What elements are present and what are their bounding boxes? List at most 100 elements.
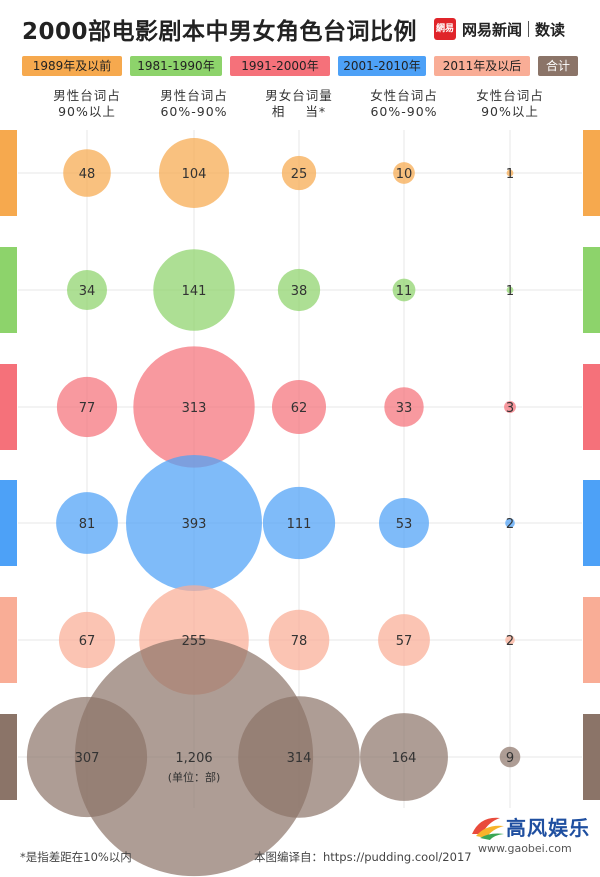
bubble-value-label: 25 (291, 167, 308, 182)
bubble (56, 492, 118, 554)
bubble-value-label: 2 (506, 634, 514, 649)
bubble-value-label: 11 (396, 284, 413, 299)
bubble-value-label: 34 (79, 284, 96, 299)
bubble (159, 138, 229, 208)
netease-logo-icon: 網易 (434, 18, 456, 40)
watermark-url: www.gaobei.com (478, 842, 572, 855)
column-header-female-90: 女性台词占 90%以上 (455, 88, 565, 120)
bubble-value-label: 77 (79, 401, 96, 416)
bubble-value-label: 307 (75, 751, 100, 766)
bubble-value-label: 164 (392, 751, 417, 766)
legend-item-2001-2010: 2001-2010年 (338, 56, 426, 76)
bubble-value-label: 33 (396, 401, 413, 416)
row-color-bar-left (0, 130, 17, 216)
column-header-line1: 女性台词占 (370, 88, 438, 103)
bubble-value-label: 314 (287, 751, 312, 766)
bubble-value-label: 255 (182, 634, 207, 649)
row-color-bar-left (0, 364, 17, 450)
bubble (58, 611, 116, 669)
column-header-male-60-90: 男性台词占 60%-90% (139, 88, 249, 120)
bubble-value-label: 393 (182, 517, 207, 532)
bubble (126, 455, 262, 591)
bubble-value-label: 141 (182, 284, 207, 299)
bubble (133, 346, 255, 468)
row-color-bar-left (0, 480, 17, 566)
bubble (63, 149, 111, 197)
unit-note: (单位：部) (168, 770, 221, 784)
bubbles (26, 138, 521, 877)
bubble-value-label: 9 (506, 751, 514, 766)
bubble (268, 609, 330, 671)
bubble-value-label: 57 (396, 634, 413, 649)
bubble-value-label: 10 (396, 167, 413, 182)
column-header-female-60-90: 女性台词占 60%-90% (349, 88, 459, 120)
brand-subtitle: 数读 (535, 20, 566, 39)
row-color-bar-right (583, 247, 600, 333)
brand-divider (528, 21, 530, 37)
bubble (153, 249, 235, 331)
bubble-labels: 48 104 25 10 134 141 38 11 177 313 62 33 381 393 111 53… (75, 167, 515, 784)
bubble (384, 387, 424, 427)
bubble (74, 637, 314, 877)
chart-title: 2000部电影剧本中男女角色台词比例 (22, 19, 418, 45)
column-header-line2: 90%以上 (58, 104, 116, 119)
legend-item-1991-2000: 1991-2000年 (230, 56, 330, 76)
bubble-value-label: 2 (506, 517, 514, 532)
column-header-line2: 60%-90% (160, 104, 228, 119)
bubble (506, 286, 514, 294)
column-header-line1: 男女台词量 (265, 88, 333, 103)
bubble (504, 401, 516, 413)
column-header-line1: 女性台词占 (476, 88, 544, 103)
bubble (238, 696, 360, 818)
bubble (392, 278, 416, 302)
bubble (56, 376, 118, 438)
row-color-bar-right (583, 714, 600, 800)
bubble (277, 268, 321, 312)
watermark-title: 高风娱乐 (506, 816, 590, 840)
row-color-bar-right (583, 480, 600, 566)
watermark-logo-icon (472, 817, 504, 840)
bubble-value-label: 1,206 (175, 751, 212, 766)
bubble-value-label: 111 (287, 517, 312, 532)
source-note: 本图编译自：https://pudding.cool/2017 (254, 850, 472, 864)
column-header-line2: 90%以上 (481, 104, 539, 119)
row-color-bar-left (0, 247, 17, 333)
bubble-value-label: 48 (79, 167, 96, 182)
bubble-value-label: 1 (506, 167, 514, 182)
row-color-bar-right (583, 364, 600, 450)
bubble (262, 486, 336, 560)
bubble-value-label: 62 (291, 401, 308, 416)
legend-item-total: 合计 (538, 56, 578, 76)
bubble (379, 498, 429, 548)
row-color-bar-right (583, 597, 600, 683)
legend-item-1981-1990: 1981-1990年 (130, 56, 222, 76)
row-color-bar-right (583, 130, 600, 216)
brand-name: 网易新闻 (462, 20, 523, 39)
row-color-bar-left (0, 597, 17, 683)
column-header-line1: 男性台词占 (160, 88, 228, 103)
bubble (271, 379, 327, 435)
brand: 網易 网易新闻 数读 (434, 18, 565, 40)
legend-item-2011: 2011年及以后 (434, 56, 530, 76)
bubble (505, 518, 515, 528)
legend-item-1989: 1989年及以前 (22, 56, 122, 76)
bubble-value-label: 313 (182, 401, 207, 416)
row-color-bar-left (0, 714, 17, 800)
bubble-value-label: 81 (79, 517, 96, 532)
bubble-value-label: 3 (506, 401, 514, 416)
bubble (281, 155, 317, 191)
bubble (506, 169, 514, 177)
bubble (378, 614, 430, 666)
bubble (393, 162, 415, 184)
column-header-line1: 男性台词占 (53, 88, 121, 103)
bubble (499, 746, 521, 768)
footnote: *是指差距在10%以内 (20, 850, 132, 864)
column-header-line2: 相 当* (271, 104, 327, 119)
bubble (505, 635, 515, 645)
bubble-value-label: 1 (506, 284, 514, 299)
bubble-value-label: 53 (396, 517, 413, 532)
bubble-value-label: 104 (182, 167, 207, 182)
bubble (360, 713, 448, 801)
watermark: 高风娱乐 www.gaobei.com (470, 812, 592, 862)
